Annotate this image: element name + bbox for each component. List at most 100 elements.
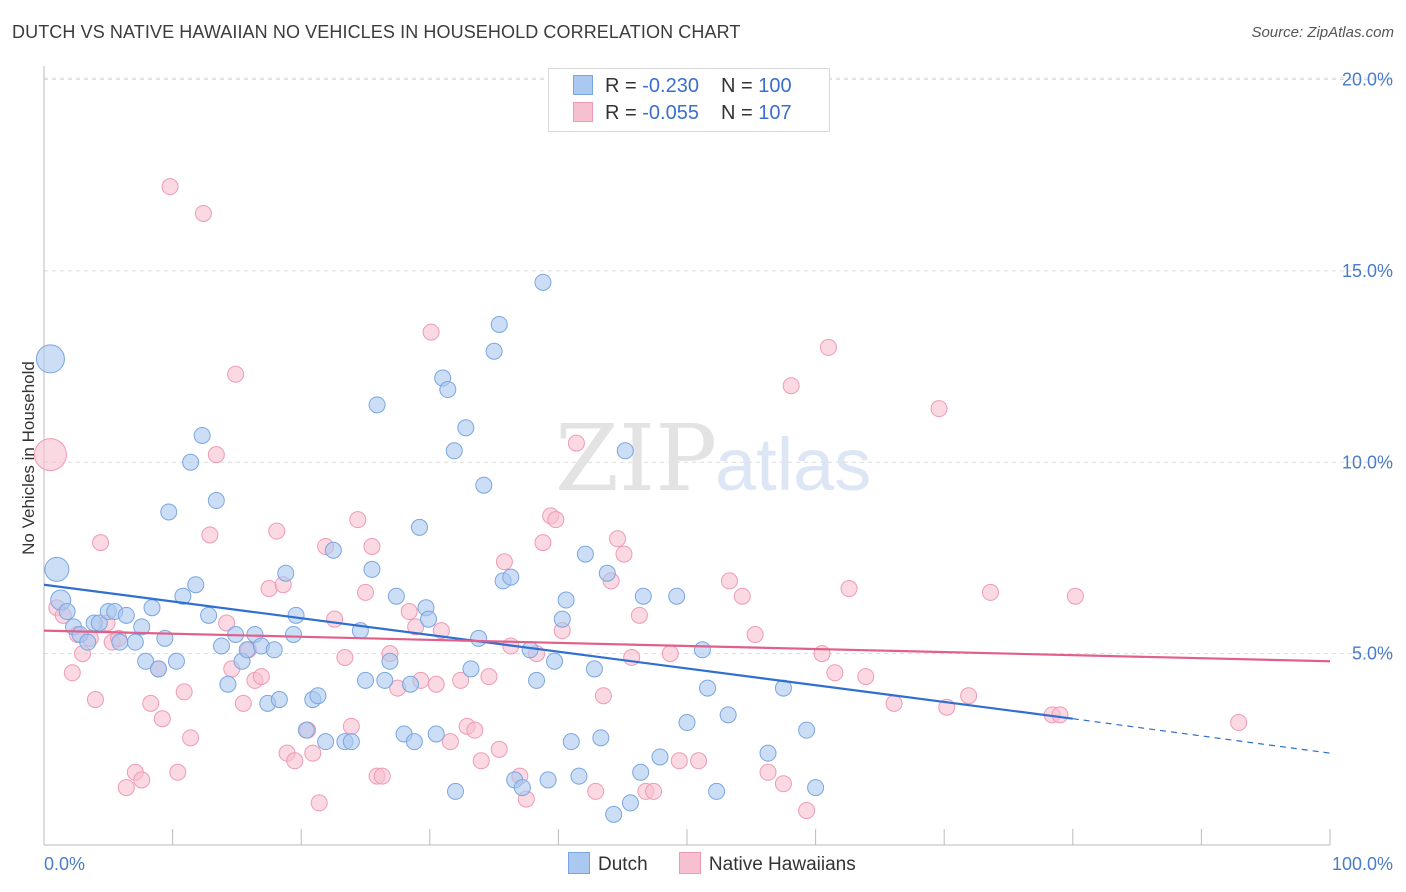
dutch-point <box>475 476 493 494</box>
hawaiian-point <box>182 729 200 747</box>
dutch-point <box>411 518 429 536</box>
series-dutch-points <box>35 273 825 823</box>
dutch-point <box>270 691 288 709</box>
hawaiian-point <box>86 691 104 709</box>
dutch-point <box>616 442 634 460</box>
dutch-point <box>133 618 151 636</box>
hawaiian-point <box>260 580 278 598</box>
watermark-zip: ZIP <box>555 405 717 512</box>
dutch-point <box>207 492 225 510</box>
dutch-point <box>219 675 237 693</box>
hawaiian-point <box>218 614 236 632</box>
dutch-point <box>287 606 305 624</box>
dutch-point <box>592 729 610 747</box>
legend-r-label: R = <box>605 102 643 124</box>
dutch-point <box>363 560 381 578</box>
hawaiian-point <box>427 675 445 693</box>
hawaiian-point <box>670 752 688 770</box>
dutch-point <box>528 671 546 689</box>
legend-hawaiians-label: Native Hawaiians <box>708 854 856 875</box>
dutch-point <box>405 733 423 751</box>
dutch-point <box>447 782 465 800</box>
hawaiian-trend-line <box>43 629 1331 663</box>
dutch-point <box>693 641 711 659</box>
dutch-point <box>187 576 205 594</box>
dutch-point <box>462 660 480 678</box>
legend-item-dutch[interactable]: Dutch <box>568 852 648 876</box>
dutch-point <box>439 381 457 399</box>
legend-n-value: 107 <box>758 102 792 124</box>
dutch-point <box>576 545 594 563</box>
hawaiian-point <box>33 438 67 472</box>
dutch-point <box>632 763 650 781</box>
hawaiian-point <box>720 572 738 590</box>
legend-dutch-label: Dutch <box>598 854 648 875</box>
series-legend: Dutch Native Hawaiians <box>568 852 882 876</box>
hawaiian-point <box>286 752 304 770</box>
hawaiian-point <box>363 537 381 555</box>
legend-n-label: N = <box>720 102 759 124</box>
hawaiian-point <box>326 610 344 628</box>
hawaiian-point <box>342 717 360 735</box>
hawaiian-point <box>161 178 179 196</box>
dutch-point <box>317 733 335 751</box>
dutch-point <box>562 733 580 751</box>
dutch-point <box>490 315 508 333</box>
dutch-point <box>457 419 475 437</box>
dutch-point <box>668 587 686 605</box>
y-tick-label: 5.0% <box>1352 644 1393 664</box>
dutch-swatch <box>573 75 593 95</box>
trend-lines <box>43 583 1331 754</box>
dutch-point <box>445 442 463 460</box>
hawaiian-point <box>609 530 627 548</box>
hawaiian-point <box>252 668 270 686</box>
hawaiian-swatch <box>573 102 593 122</box>
dutch-point <box>368 396 386 414</box>
hawaiian-point <box>169 763 187 781</box>
hawaiian-point <box>175 683 193 701</box>
hawaiian-point <box>63 664 81 682</box>
hawaiian-point <box>1066 587 1084 605</box>
dutch-point <box>807 779 825 797</box>
hawaiian-point <box>690 752 708 770</box>
dutch-point <box>605 805 623 823</box>
hawaiian-point <box>547 511 565 529</box>
dutch-point <box>212 637 230 655</box>
dutch-point <box>719 706 737 724</box>
hawaiian-point <box>234 694 252 712</box>
dutch-point <box>557 591 575 609</box>
hawaiian-point <box>117 779 135 797</box>
dutch-point <box>798 721 816 739</box>
dutch-point <box>570 767 588 785</box>
dutch-point <box>324 541 342 559</box>
hawaiian-point <box>826 664 844 682</box>
dutch-point <box>277 564 295 582</box>
hawaiian-point <box>92 534 110 552</box>
hawaiian-point <box>466 721 484 739</box>
dutch-point <box>297 721 315 739</box>
dutch-point <box>539 771 557 789</box>
dutch-trend-extension <box>1072 718 1331 754</box>
dutch-point <box>621 794 639 812</box>
dutch-point <box>420 610 438 628</box>
hawaiian-point <box>407 618 425 636</box>
dutch-point <box>174 587 192 605</box>
dutch-point <box>634 587 652 605</box>
dutch-point <box>651 748 669 766</box>
y-tick-label: 20.0% <box>1342 70 1393 90</box>
legend-r-value: -0.055 <box>642 102 699 124</box>
hawaiian-point <box>310 794 328 812</box>
hawaiian-point <box>615 545 633 563</box>
dutch-point <box>117 606 135 624</box>
hawaiian-point <box>594 687 612 705</box>
dutch-point <box>265 641 283 659</box>
dutch-point <box>126 633 144 651</box>
legend-r-value: -0.230 <box>642 75 699 97</box>
legend-item-hawaiians[interactable]: Native Hawaiians <box>678 852 856 876</box>
hawaiian-point <box>336 648 354 666</box>
hawaiian-point <box>452 671 470 689</box>
hawaiian-point <box>201 526 219 544</box>
dutch-point <box>200 606 218 624</box>
hawaiian-point <box>349 511 367 529</box>
dutch-point <box>678 714 696 732</box>
